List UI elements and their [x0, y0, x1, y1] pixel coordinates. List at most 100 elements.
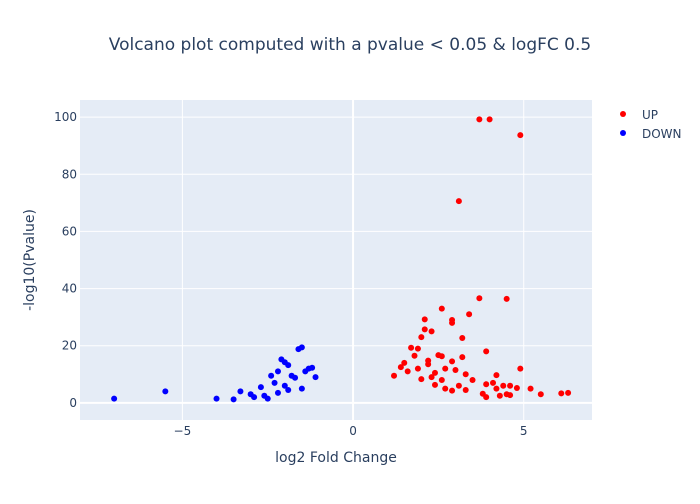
data-point-up — [425, 361, 432, 368]
data-point-up — [500, 382, 507, 389]
data-point-up — [438, 377, 445, 383]
data-point-up — [565, 389, 572, 396]
series-up — [391, 116, 572, 401]
legend-item-down[interactable]: DOWN — [620, 127, 682, 141]
data-point-up — [486, 116, 493, 123]
y-tick-label: 20 — [62, 339, 77, 353]
y-tick-label: 0 — [69, 396, 77, 410]
data-point-up — [418, 376, 425, 383]
data-point-down — [309, 364, 316, 371]
x-tick-label: −5 — [174, 424, 192, 438]
legend-label-down: DOWN — [642, 127, 682, 141]
data-point-down — [298, 344, 305, 351]
data-point-up — [404, 368, 411, 375]
data-point-up — [452, 367, 459, 373]
y-axis-label: -log10(Pvalue) — [22, 209, 38, 311]
data-point-down — [274, 389, 281, 396]
data-point-down — [111, 395, 118, 402]
legend-label-up: UP — [642, 108, 658, 122]
data-point-up — [428, 328, 435, 335]
y-tick-label: 60 — [62, 224, 77, 238]
data-point-up — [442, 385, 449, 392]
x-axis-label: log2 Fold Change — [275, 450, 397, 466]
grid-lines — [80, 100, 592, 420]
data-point-up — [421, 326, 428, 333]
data-point-down — [285, 362, 292, 369]
data-point-up — [483, 381, 490, 388]
data-point-up — [517, 365, 524, 372]
data-point-up — [421, 316, 428, 323]
data-point-up — [479, 390, 486, 397]
x-tick-label: 5 — [520, 424, 528, 438]
data-point-up — [431, 381, 438, 388]
data-point-down — [247, 391, 254, 398]
data-point-down — [268, 372, 275, 379]
data-point-up — [408, 344, 415, 351]
data-point-up — [459, 354, 466, 361]
y-tick-label: 100 — [54, 110, 77, 124]
data-point-up — [401, 359, 408, 366]
data-point-down — [302, 368, 309, 375]
data-point-up — [438, 305, 445, 312]
data-point-up — [462, 371, 469, 378]
data-point-up — [476, 295, 483, 302]
data-point-up — [466, 311, 473, 318]
data-point-up — [411, 352, 418, 359]
data-point-up — [493, 385, 500, 392]
data-point-down — [312, 374, 319, 381]
data-point-up — [418, 334, 425, 341]
legend-marker-up — [620, 111, 626, 117]
data-point-up — [455, 198, 462, 205]
data-point-up — [507, 382, 514, 389]
data-point-down — [261, 392, 268, 399]
data-point-up — [527, 385, 534, 392]
data-point-up — [558, 390, 565, 397]
data-point-up — [496, 392, 503, 399]
legend-item-up[interactable]: UP — [620, 108, 658, 122]
data-point-up — [442, 365, 449, 372]
legend-marker-down — [620, 130, 626, 136]
data-point-down — [213, 395, 220, 402]
data-point-up — [476, 116, 483, 123]
data-point-up — [503, 295, 510, 302]
data-point-up — [493, 372, 500, 379]
data-point-up — [490, 379, 497, 386]
data-point-up — [537, 391, 544, 398]
x-tick-label: 0 — [349, 424, 357, 438]
tick-labels: −5 0 5 0 20 40 60 80 100 — [54, 110, 527, 438]
plot-background — [80, 100, 592, 420]
data-point-up — [397, 364, 404, 371]
data-point-down — [257, 384, 264, 391]
data-point-up — [431, 369, 438, 376]
data-point-down — [162, 388, 169, 395]
data-point-up — [428, 374, 435, 381]
data-point-up — [414, 345, 421, 352]
y-tick-label: 40 — [62, 282, 77, 296]
data-point-up — [438, 353, 445, 360]
data-point-up — [483, 348, 490, 355]
data-point-up — [449, 319, 456, 326]
data-points — [111, 116, 572, 403]
data-point-up — [459, 335, 466, 341]
data-point-up — [513, 385, 520, 391]
legend[interactable]: UP DOWN — [620, 108, 682, 141]
data-point-up — [449, 358, 456, 365]
data-point-up — [462, 387, 469, 393]
data-point-down — [298, 385, 305, 392]
data-point-down — [281, 382, 288, 389]
data-point-down — [271, 379, 278, 386]
data-point-up — [449, 387, 456, 394]
data-point-up — [469, 377, 476, 383]
data-point-up — [455, 382, 462, 389]
data-point-down — [292, 374, 299, 381]
data-point-up — [507, 392, 514, 399]
data-point-down — [230, 396, 237, 403]
data-point-up — [414, 365, 421, 372]
data-point-up — [517, 132, 524, 139]
data-point-down — [285, 387, 292, 393]
data-point-down — [274, 368, 281, 375]
data-point-up — [391, 372, 398, 379]
data-point-down — [237, 388, 244, 395]
